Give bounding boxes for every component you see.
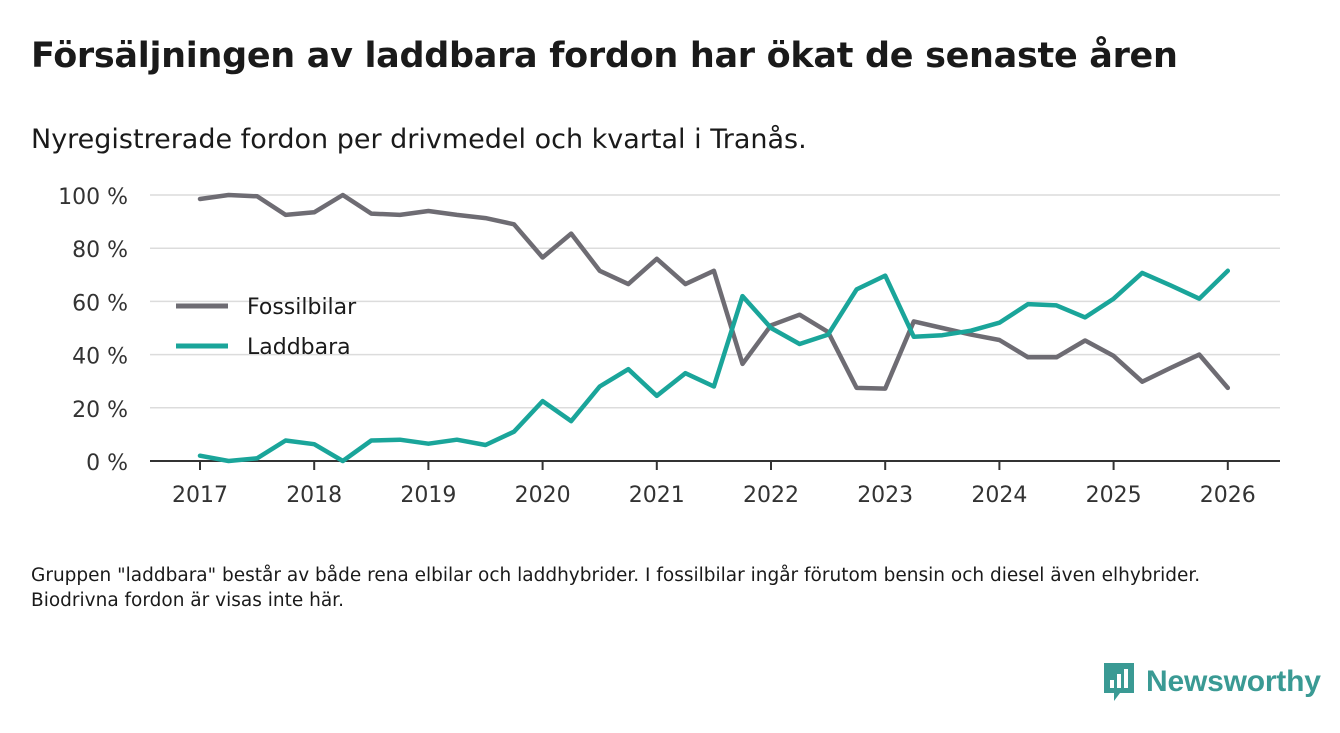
y-tick-label: 40 % — [72, 345, 128, 370]
x-tick-label: 2020 — [515, 483, 571, 508]
brand-logo[interactable]: Newsworthy — [1102, 661, 1321, 703]
line-chart: 0 % 20 % 40 % 60 % 80 % 100 % 2017 2018 2019 2020… — [58, 185, 1280, 508]
footnote: Gruppen "laddbara" består av både rena e… — [31, 565, 1201, 611]
legend-label-laddbara: Laddbara — [247, 335, 351, 360]
y-tick-label: 80 % — [72, 238, 128, 263]
series-line-laddbara — [197, 268, 1231, 464]
x-tick-label: 2019 — [400, 483, 456, 508]
x-tick-label: 2018 — [286, 483, 342, 508]
chart-title: Försäljningen av laddbara fordon har öka… — [31, 36, 1178, 76]
legend-label-fossilbilar: Fossilbilar — [247, 295, 357, 320]
chart-subtitle: Nyregistrerade fordon per drivmedel och … — [31, 124, 807, 155]
newsworthy-logo-icon — [1104, 663, 1134, 701]
x-tick-label: 2025 — [1086, 483, 1142, 508]
y-tick-label: 0 % — [86, 451, 128, 476]
brand-name: Newsworthy — [1146, 665, 1321, 698]
legend: Fossilbilar Laddbara — [176, 295, 357, 360]
x-tick-label: 2021 — [629, 483, 685, 508]
series-line-fossilbilar — [197, 192, 1231, 391]
series-lines — [197, 192, 1231, 464]
y-tick-label: 20 % — [72, 398, 128, 423]
x-tick-label: 2023 — [857, 483, 913, 508]
x-tick-label: 2017 — [172, 483, 228, 508]
x-tick-label: 2024 — [971, 483, 1027, 508]
x-tick-label: 2022 — [743, 483, 799, 508]
axes: 0 % 20 % 40 % 60 % 80 % 100 % 2017 2018 2019 2020… — [58, 185, 1280, 508]
y-tick-label: 100 % — [58, 185, 128, 210]
x-tick-label: 2026 — [1200, 483, 1256, 508]
gridlines — [150, 194, 1280, 409]
y-tick-label: 60 % — [72, 291, 128, 316]
